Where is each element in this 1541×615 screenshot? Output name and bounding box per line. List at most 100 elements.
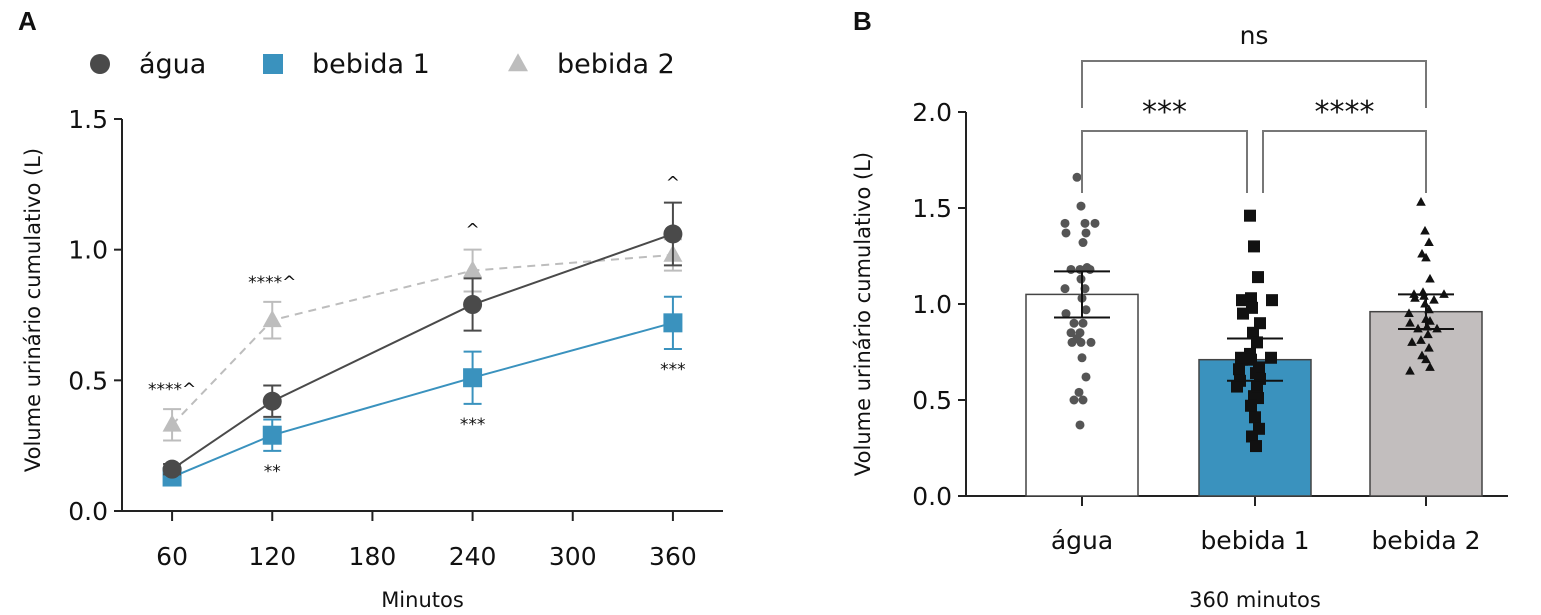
y-axis-title: Volume urinário cumulativo (L) xyxy=(851,152,875,476)
x-axis-title: Minutos xyxy=(381,588,464,612)
data-point xyxy=(1425,316,1435,325)
significance-annotation: ^ xyxy=(666,174,680,194)
data-point xyxy=(1080,218,1090,228)
x-tick-label: bebida 1 xyxy=(1200,526,1309,555)
data-point xyxy=(1424,342,1434,352)
x-tick-label: 180 xyxy=(349,542,397,571)
y-tick-label: 0.0 xyxy=(912,482,952,511)
significance-annotation: ****^ xyxy=(248,273,296,293)
comparison-bracket xyxy=(1262,130,1427,193)
x-tick-label: 60 xyxy=(156,542,188,571)
x-axis-title: 360 minutos xyxy=(1189,588,1321,612)
data-point xyxy=(1231,380,1243,393)
data-point xyxy=(1078,238,1088,248)
data-point xyxy=(1237,307,1249,320)
x-tick-label: 120 xyxy=(248,542,296,571)
data-point xyxy=(1265,351,1277,364)
data-point xyxy=(1061,228,1071,238)
data-point xyxy=(1086,337,1096,347)
data-point-bebida1 xyxy=(663,313,683,333)
comparison-significance-label: **** xyxy=(1315,95,1375,130)
data-point xyxy=(1060,218,1070,228)
x-tick-label: 300 xyxy=(549,542,597,571)
data-point xyxy=(1250,440,1262,453)
legend-marker-agua xyxy=(90,54,110,74)
data-point xyxy=(1076,201,1086,211)
x-tick-label: bebida 2 xyxy=(1371,526,1480,555)
significance-annotation: ^ xyxy=(465,221,479,241)
data-point xyxy=(1085,264,1095,274)
data-point xyxy=(1069,318,1079,328)
data-point xyxy=(1077,353,1087,363)
data-point xyxy=(1076,337,1086,347)
panel-a-letter: A xyxy=(18,6,37,36)
data-point xyxy=(1421,354,1431,364)
data-point-agua xyxy=(262,391,282,411)
y-tick-label: 0.5 xyxy=(912,386,952,415)
data-point xyxy=(1069,395,1079,405)
data-point xyxy=(1410,293,1420,302)
data-point xyxy=(1078,318,1088,328)
y-tick-label: 1.0 xyxy=(68,236,108,265)
significance-annotation: ** xyxy=(264,462,281,482)
data-point xyxy=(1254,317,1266,330)
data-point xyxy=(1421,252,1431,262)
data-point xyxy=(1420,225,1430,235)
data-point xyxy=(1423,329,1433,339)
data-point xyxy=(1405,366,1415,375)
panel-a-line-chart: 0.0 0.5 1.0 1.5 60 120 180 240 300 360 Minutos Volu… xyxy=(21,49,723,612)
data-point xyxy=(1236,353,1248,366)
data-point xyxy=(1081,228,1091,238)
data-point xyxy=(1075,264,1085,274)
data-point xyxy=(1061,309,1071,319)
y-tick-label: 2.0 xyxy=(912,98,952,127)
data-point-agua xyxy=(162,459,182,479)
data-point xyxy=(1072,172,1082,182)
panel-b-bar-chart: 0.0 0.5 1.0 1.5 2.0 Volume urinário cumulativ… xyxy=(851,21,1508,612)
significance-annotation: *** xyxy=(660,360,686,380)
data-point-bebida2 xyxy=(162,414,182,432)
data-point xyxy=(1078,395,1088,405)
data-point xyxy=(1252,271,1264,284)
data-point xyxy=(1236,294,1248,307)
data-point xyxy=(1248,240,1260,253)
data-point xyxy=(1405,318,1415,327)
data-point xyxy=(1246,430,1258,443)
legend-label-bebida1: bebida 1 xyxy=(312,49,430,80)
data-point xyxy=(1090,218,1100,228)
bar-3 xyxy=(1369,310,1483,497)
data-point xyxy=(1407,337,1417,346)
data-point xyxy=(1417,248,1427,258)
data-point xyxy=(1081,372,1091,382)
data-point-bebida2 xyxy=(463,260,483,278)
data-point xyxy=(1266,294,1278,307)
comparison-significance-label: *** xyxy=(1142,95,1187,130)
significance-annotation: *** xyxy=(460,415,486,435)
y-tick-label: 1.5 xyxy=(912,194,952,223)
x-tick-label: 240 xyxy=(449,542,497,571)
legend-marker-bebida2 xyxy=(508,53,528,72)
data-point-agua xyxy=(463,295,483,315)
y-axis-title: Volume urinário cumulativo (L) xyxy=(21,148,45,472)
panel-b-letter: B xyxy=(853,6,872,36)
data-point xyxy=(1249,411,1261,424)
x-tick-label: água xyxy=(1051,526,1113,555)
data-point xyxy=(1233,363,1245,376)
data-point xyxy=(1067,337,1077,347)
data-point xyxy=(1424,237,1434,247)
comparison-bracket xyxy=(1081,60,1427,108)
data-point xyxy=(1247,326,1259,339)
significance-annotation: ****^ xyxy=(148,380,196,400)
series-line-bebida1 xyxy=(171,321,674,478)
comparison-bracket xyxy=(1081,130,1248,193)
comparison-significance-label: ns xyxy=(1240,21,1269,50)
data-point xyxy=(1244,209,1256,222)
data-point xyxy=(1425,273,1435,283)
data-point xyxy=(1245,399,1257,412)
legend-label-agua: água xyxy=(139,49,206,80)
series-line-agua xyxy=(171,233,674,471)
data-point xyxy=(1075,420,1085,430)
legend-label-bebida2: bebida 2 xyxy=(557,49,675,80)
data-point xyxy=(1404,308,1414,318)
